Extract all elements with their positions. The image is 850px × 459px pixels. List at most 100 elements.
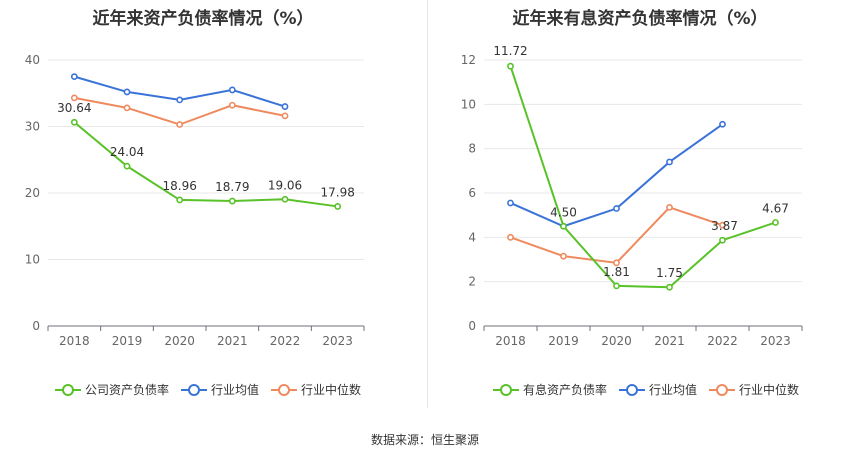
legend-swatch-icon [493, 383, 519, 396]
left-data-point [228, 101, 236, 109]
left-series-line [73, 121, 338, 208]
left-legend-item-2[interactable]: 行业中位数 [271, 381, 361, 398]
left-data-point [228, 86, 236, 94]
left-series-1 [70, 73, 289, 110]
legend-label: 公司资产负债率 [85, 383, 170, 397]
legend-swatch-icon [709, 383, 736, 396]
left-data-point [176, 121, 184, 128]
right-y-tick-label: 4 [468, 230, 476, 244]
right-data-point [666, 158, 673, 166]
left-data-point [176, 96, 184, 104]
right-data-point [613, 205, 620, 212]
left-series-0: 30.64 24.04 18.96 18.79 19.06 17.98 [57, 101, 355, 210]
left-data-label: 30.64 [57, 101, 91, 115]
right-data-label: 1.81 [603, 265, 630, 279]
legend-label: 行业中位数 [301, 383, 362, 397]
left-x-tick-label: 2022 [270, 334, 301, 348]
left-data-point [70, 118, 78, 126]
right-y-tick-label: 0 [468, 319, 476, 333]
right-data-label: 1.75 [656, 266, 683, 280]
right-series-0: 11.72 4.50 1.81 1.75 3.87 4.67 [493, 44, 789, 291]
right-series-line [509, 65, 776, 289]
right-x-tick-label: 2018 [495, 334, 526, 348]
legend-swatch-icon [619, 383, 646, 396]
chart-divider [427, 0, 428, 408]
left-y-tick-label: 0 [32, 319, 40, 333]
left-data-label: 17.98 [320, 185, 354, 199]
data-source-note: 数据来源：恒生聚源 [370, 433, 479, 447]
right-data-point [772, 219, 779, 226]
right-data-point [507, 62, 514, 70]
left-data-point [123, 88, 131, 96]
right-data-label: 4.67 [762, 201, 789, 215]
legend-swatch-dot [500, 383, 512, 396]
left-data-point [123, 162, 131, 170]
legend-label: 行业均值 [211, 383, 260, 397]
right-data-point [719, 221, 726, 229]
left-legend-item-0[interactable]: 公司资产负债率 [55, 381, 169, 398]
left-data-label: 24.04 [110, 145, 144, 159]
right-data-label: 11.72 [493, 44, 527, 58]
legend-swatch-icon [271, 383, 298, 396]
left-data-point [334, 203, 342, 210]
right-data-point [560, 252, 567, 260]
legend-label: 行业中位数 [739, 383, 800, 397]
left-data-point [281, 112, 289, 120]
right-y-tick-label: 2 [468, 275, 476, 289]
left-x-tick-label: 2021 [217, 334, 248, 348]
right-data-point [613, 259, 620, 267]
right-x-tick-label: 2022 [707, 334, 738, 348]
left-data-point [281, 195, 289, 203]
right-data-point [666, 283, 673, 291]
left-y-tick-label: 30 [25, 120, 40, 134]
right-x-tick-label: 2021 [654, 334, 685, 348]
right-chart-legend: 有息资产负债率 行业均值 行业中位数 [493, 381, 811, 398]
right-y-tick-label: 8 [468, 142, 476, 156]
left-x-tick-label: 2018 [59, 334, 90, 348]
left-y-tick-label: 20 [25, 186, 40, 200]
right-data-point [719, 120, 726, 128]
right-data-point [560, 222, 567, 230]
right-legend-item-2[interactable]: 行业中位数 [709, 381, 799, 398]
right-legend-item-1[interactable]: 行业均值 [619, 381, 697, 398]
right-data-point [507, 233, 514, 241]
legend-swatch-dot [278, 383, 291, 396]
legend-swatch-icon [181, 383, 208, 396]
right-series-line [510, 206, 723, 264]
left-chart-legend: 公司资产负债率 行业均值 行业中位数 [55, 381, 373, 398]
legend-label: 有息资产负债率 [523, 383, 608, 397]
left-data-point [228, 197, 236, 205]
left-data-label: 19.06 [268, 178, 302, 192]
right-legend-item-0[interactable]: 有息资产负债率 [493, 381, 607, 398]
right-series-2 [507, 204, 726, 267]
right-data-point [666, 204, 673, 211]
right-y-tick-label: 12 [461, 53, 476, 67]
right-data-label: 4.50 [550, 205, 577, 219]
left-data-point [70, 73, 78, 81]
right-data-point [613, 282, 620, 290]
legend-swatch-dot [62, 383, 74, 396]
right-data-point [719, 236, 726, 244]
left-x-tick-label: 2020 [164, 334, 195, 348]
left-data-point [281, 103, 289, 110]
right-y-tick-label: 6 [468, 186, 476, 200]
right-x-tick-label: 2020 [601, 334, 632, 348]
right-x-tick-label: 2023 [760, 334, 791, 348]
legend-swatch-dot [716, 383, 729, 396]
legend-swatch-dot [188, 383, 201, 396]
left-data-point [123, 104, 131, 112]
left-y-tick-label: 10 [25, 253, 40, 267]
left-data-label: 18.96 [162, 179, 196, 193]
right-data-point [507, 199, 514, 207]
right-y-tick-label: 10 [461, 97, 476, 111]
left-x-tick-label: 2023 [322, 334, 353, 348]
right-series-1 [507, 120, 726, 230]
left-series-2 [70, 94, 289, 128]
right-data-label: 3.87 [711, 219, 738, 233]
left-y-tick-label: 40 [25, 53, 40, 67]
right-chart: 0 2 4 6 8 10 12 2018 2019 2020 2021 2022 2023 11.72 4.… [461, 44, 803, 348]
left-chart-title: 近年来资产负债率情况（%） [92, 9, 314, 29]
left-legend-item-1[interactable]: 行业均值 [181, 381, 259, 398]
left-x-tick-label: 2019 [112, 334, 143, 348]
